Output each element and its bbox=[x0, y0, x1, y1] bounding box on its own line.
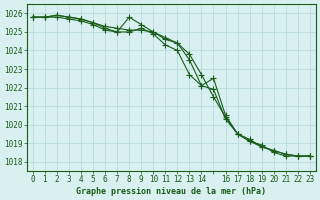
X-axis label: Graphe pression niveau de la mer (hPa): Graphe pression niveau de la mer (hPa) bbox=[76, 187, 266, 196]
